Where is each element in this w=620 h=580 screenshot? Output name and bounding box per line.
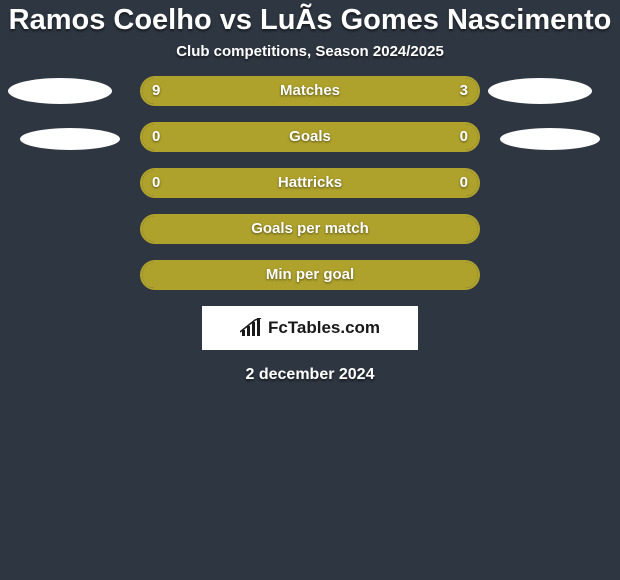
stat-row: Min per goal	[0, 260, 620, 290]
stat-row: Matches9 3	[0, 76, 620, 106]
stat-row: Goals per match	[0, 214, 620, 244]
comparison-panel: Ramos Coelho vs LuÃs Gomes Nascimento Cl…	[0, 0, 620, 384]
stat-value-right: 3	[460, 76, 468, 106]
stat-value-right: 0	[460, 168, 468, 198]
stat-rows: Matches93Goals00Hattricks00Goals per mat…	[0, 76, 620, 290]
stat-label: Goals per match	[140, 214, 480, 244]
stat-label: Hattricks	[140, 168, 480, 198]
stat-row: Hattricks0 0	[0, 168, 620, 198]
stat-value-left: 0	[152, 168, 160, 198]
date-label: 2 december 2024	[0, 366, 620, 384]
brand-label: FcTables.com	[268, 318, 380, 338]
stat-label: Goals	[140, 122, 480, 152]
stat-value-left: 9	[152, 76, 160, 106]
right-ellipse	[500, 128, 600, 150]
right-ellipse	[488, 78, 592, 104]
stat-label: Min per goal	[140, 260, 480, 290]
bar-chart-icon	[240, 318, 262, 338]
stat-value-left: 0	[152, 122, 160, 152]
left-ellipse	[20, 128, 120, 150]
subtitle: Club competitions, Season 2024/2025	[0, 43, 620, 60]
page-title: Ramos Coelho vs LuÃs Gomes Nascimento	[0, 4, 620, 37]
left-ellipse	[8, 78, 112, 104]
stat-row: Goals0 0	[0, 122, 620, 152]
brand-box: FcTables.com	[202, 306, 418, 350]
stat-value-right: 0	[460, 122, 468, 152]
stat-label: Matches	[140, 76, 480, 106]
